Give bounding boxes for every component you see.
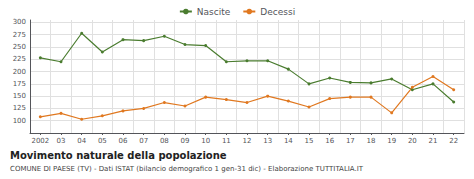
svg-text:16: 16: [325, 137, 334, 145]
svg-text:250: 250: [13, 43, 26, 51]
svg-text:17: 17: [346, 137, 355, 145]
svg-text:11: 11: [222, 137, 231, 145]
svg-text:12: 12: [243, 137, 252, 145]
svg-text:100: 100: [13, 117, 26, 125]
svg-text:06: 06: [119, 137, 128, 145]
svg-text:275: 275: [13, 31, 26, 39]
svg-text:2002: 2002: [31, 137, 49, 145]
svg-text:18: 18: [367, 137, 376, 145]
svg-text:Movimento naturale della popol: Movimento naturale della popolazione: [10, 150, 227, 161]
svg-text:Decessi: Decessi: [260, 7, 295, 17]
svg-text:200: 200: [13, 68, 26, 76]
svg-text:20: 20: [408, 137, 417, 145]
svg-text:21: 21: [429, 137, 438, 145]
svg-text:Nascite: Nascite: [197, 7, 231, 17]
svg-text:225: 225: [13, 55, 26, 63]
svg-text:04: 04: [77, 137, 86, 145]
svg-text:175: 175: [13, 80, 26, 88]
svg-text:COMUNE DI PAESE (TV) - Dati IS: COMUNE DI PAESE (TV) - Dati ISTAT (bilan…: [10, 165, 364, 173]
svg-text:03: 03: [57, 137, 66, 145]
svg-text:15: 15: [305, 137, 314, 145]
svg-text:10: 10: [201, 137, 210, 145]
svg-text:09: 09: [181, 137, 190, 145]
svg-text:05: 05: [98, 137, 107, 145]
svg-text:300: 300: [13, 18, 26, 26]
svg-text:07: 07: [139, 137, 148, 145]
svg-text:14: 14: [284, 137, 293, 145]
svg-text:125: 125: [13, 104, 26, 112]
svg-text:13: 13: [263, 137, 272, 145]
svg-text:22: 22: [449, 137, 458, 145]
svg-text:08: 08: [160, 137, 169, 145]
svg-text:19: 19: [387, 137, 396, 145]
svg-text:150: 150: [13, 92, 26, 100]
